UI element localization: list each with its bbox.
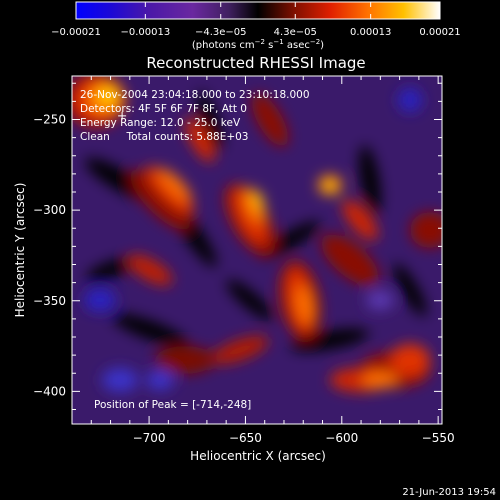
colorbar-tick-label: 4.3e−05 xyxy=(274,27,317,38)
x-tick-labels: −700 −650 −600 −550 xyxy=(133,431,455,445)
colorbar-tick-label: 0.00021 xyxy=(419,27,460,38)
annotations: 26-Nov-2004 23:04:18.000 to 23:10:18.000… xyxy=(80,89,310,411)
colorbar-tick-labels: −0.00021 −0.00013 −4.3e−05 4.3e−05 0.00013 0.… xyxy=(51,27,461,38)
colorbar-tick-label: 0.00013 xyxy=(350,27,391,38)
colorbar: −0.00021 −0.00013 −4.3e−05 4.3e−05 0.00013 0.… xyxy=(51,1,461,51)
colorbar-tick-label: −0.00021 xyxy=(51,27,101,38)
colorbar-tick-label: −4.3e−05 xyxy=(195,27,247,38)
y-tick-label: −400 xyxy=(33,384,66,398)
y-tick-labels: −250 −300 −350 −400 xyxy=(33,113,66,399)
axis-ticks xyxy=(71,76,442,424)
annotation-detectors: Detectors: 4F 5F 6F 7F 8F, Att 0 xyxy=(80,103,247,115)
heatmap-blobs xyxy=(72,76,442,392)
x-tick-label: −650 xyxy=(229,431,262,445)
x-tick-label: −600 xyxy=(325,431,358,445)
colorbar-ticks xyxy=(75,2,441,19)
x-tick-label: −550 xyxy=(422,431,455,445)
y-tick-label: −300 xyxy=(33,203,66,217)
peak-position-label: Position of Peak = [-714,-248] xyxy=(94,399,251,411)
y-tick-label: −350 xyxy=(33,294,66,308)
colorbar-unit-label: (photons cm−2 s−1 asec−2) xyxy=(192,38,324,51)
annotation-time-range: 26-Nov-2004 23:04:18.000 to 23:10:18.000 xyxy=(80,89,310,101)
footer-date: 21-Jun-2013 19:54 xyxy=(402,487,496,498)
annotation-energy-range: Energy Range: 12.0 - 25.0 keV xyxy=(80,117,241,129)
colorbar-gradient xyxy=(75,1,441,20)
colorbar-tick-label: −0.00013 xyxy=(120,27,170,38)
y-axis-label: Heliocentric Y (arcsec) xyxy=(13,183,27,318)
annotation-clean-counts: Clean Total counts: 5.88E+03 xyxy=(80,131,249,143)
plot-frame xyxy=(71,75,443,425)
heatmap-image xyxy=(72,76,442,424)
peak-marker xyxy=(118,111,127,120)
x-tick-label: −700 xyxy=(133,431,166,445)
chart-title: Reconstructed RHESSI Image xyxy=(146,54,365,72)
y-tick-label: −250 xyxy=(33,113,66,127)
x-axis-label: Heliocentric X (arcsec) xyxy=(190,449,326,463)
